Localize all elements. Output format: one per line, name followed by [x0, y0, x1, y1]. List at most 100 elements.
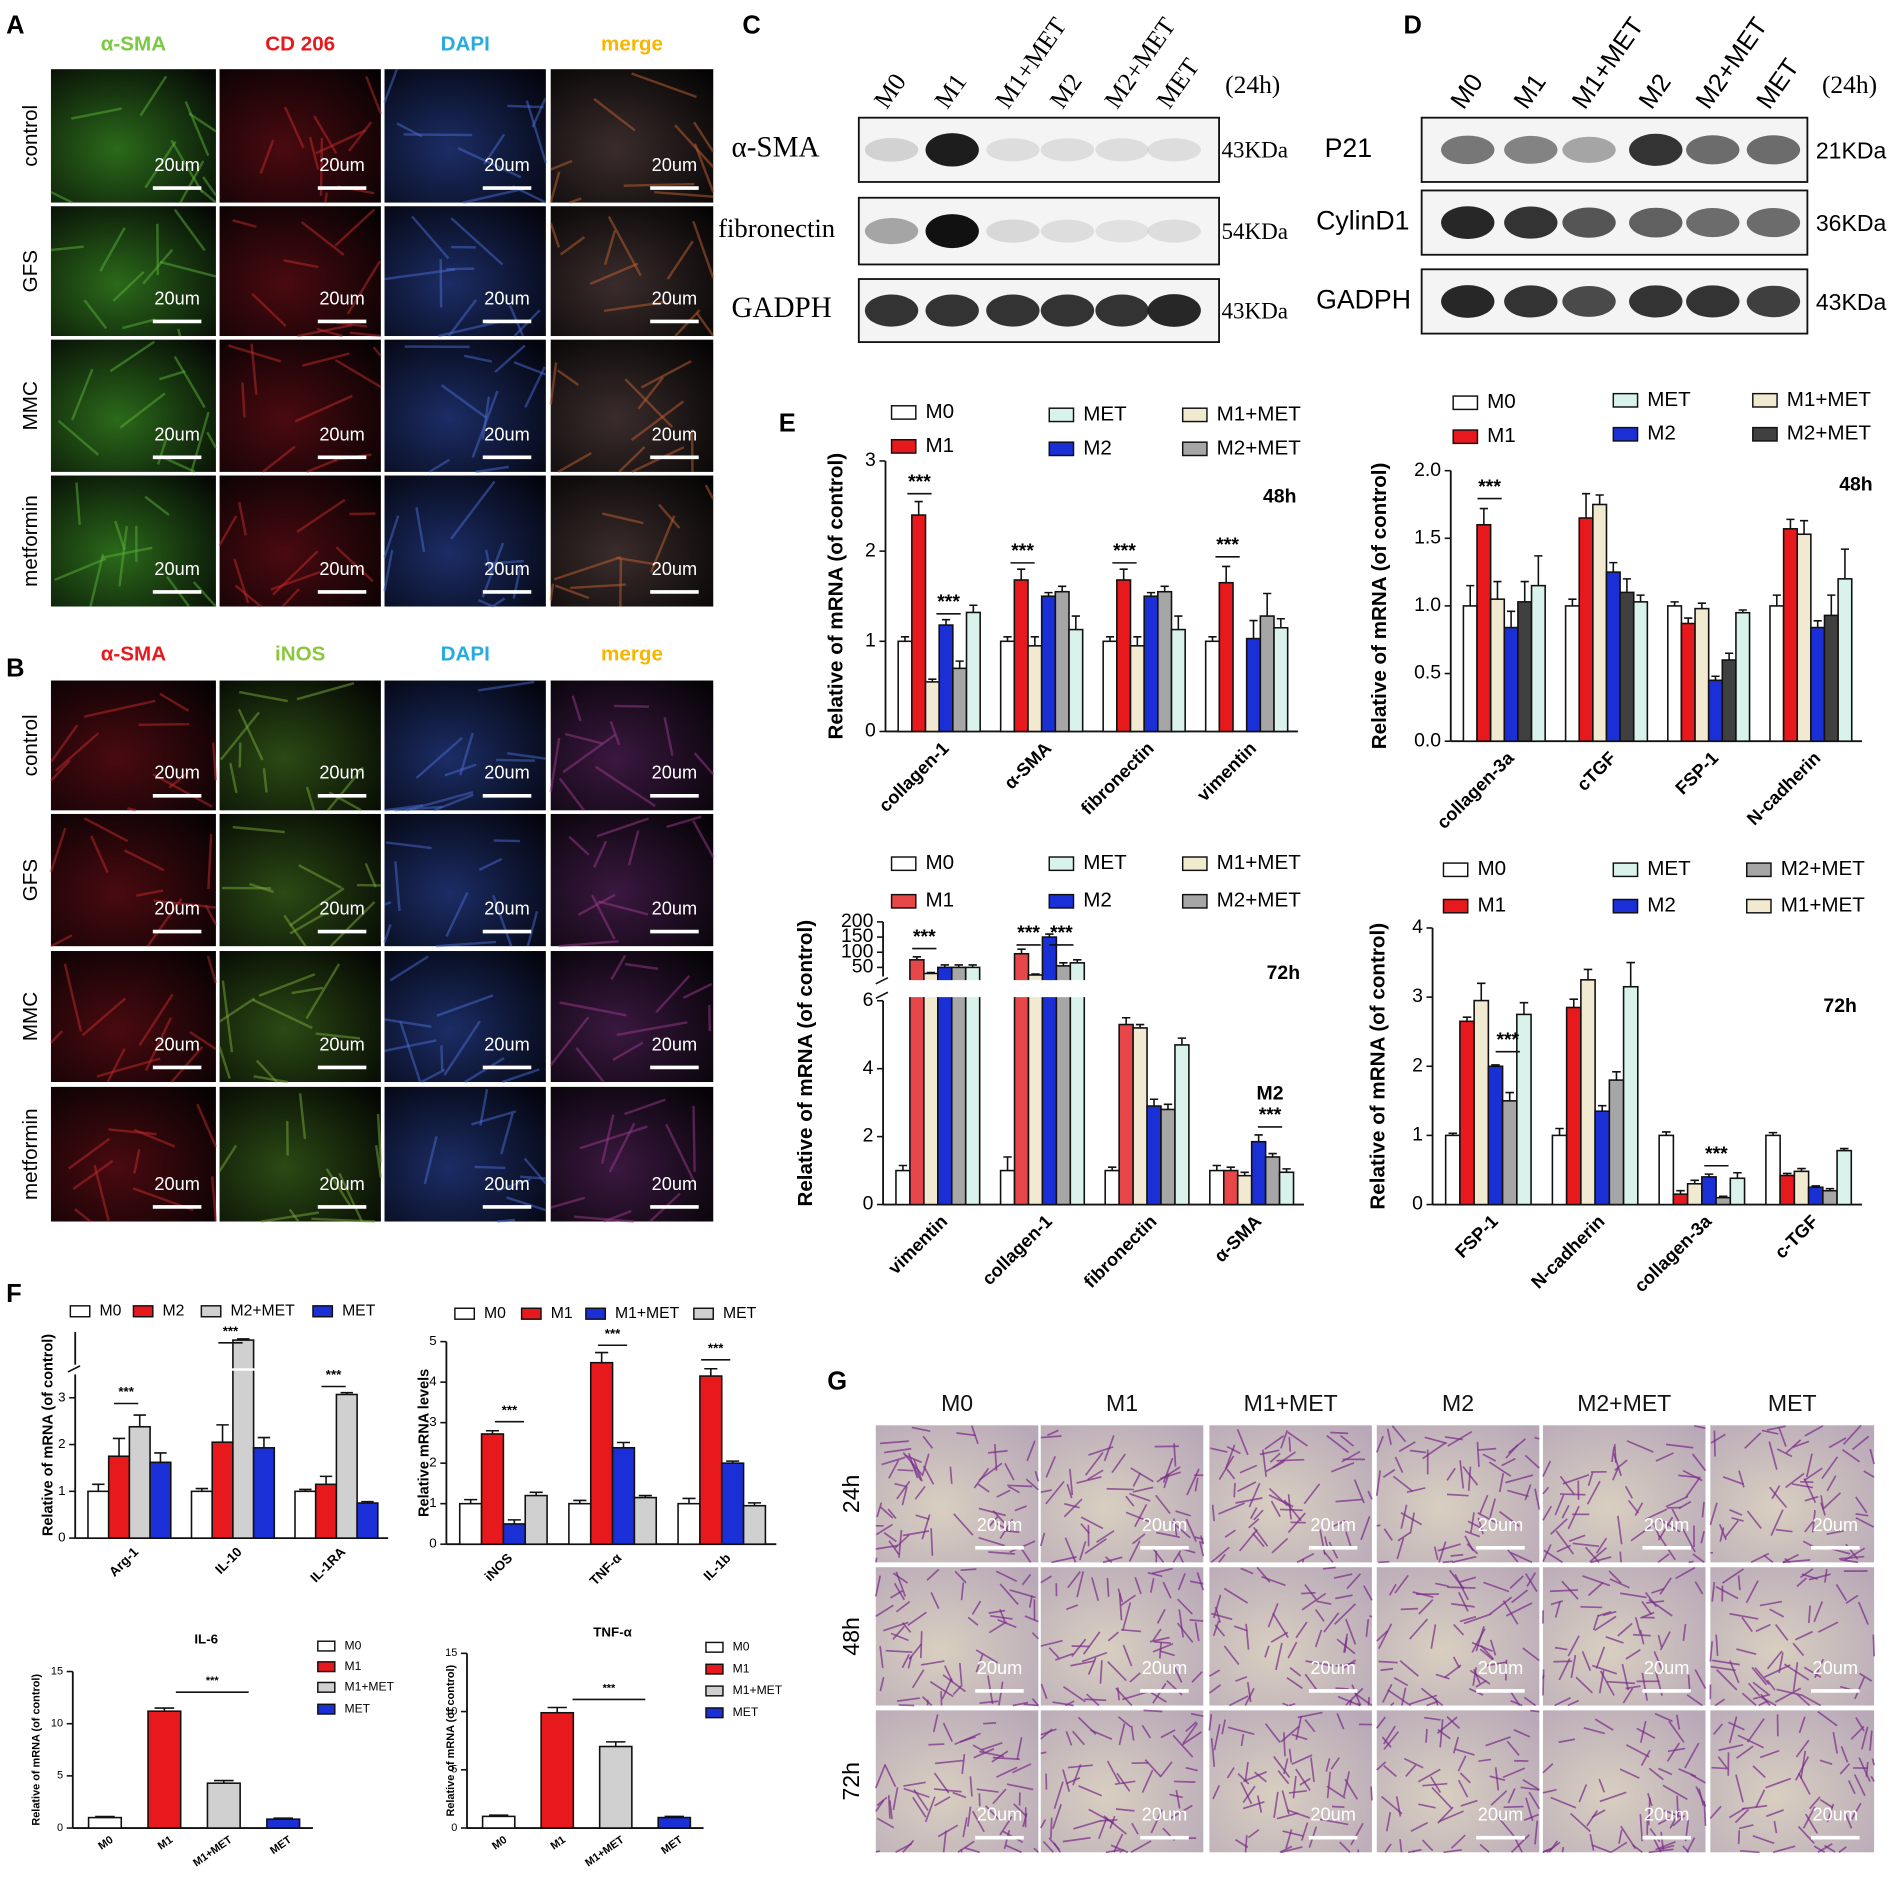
- texture: [1804, 1495, 1819, 1502]
- texture: [591, 894, 616, 940]
- texture: [483, 133, 506, 165]
- texture: [1471, 1641, 1493, 1652]
- texture: [952, 1791, 967, 1799]
- texture: [1572, 1542, 1600, 1548]
- texture: [218, 515, 238, 547]
- texture: [1485, 1736, 1511, 1747]
- y-tick-label: 0: [863, 1193, 874, 1215]
- texture: [1039, 1532, 1046, 1547]
- blot-band: [1746, 135, 1801, 165]
- texture: [895, 1571, 907, 1597]
- texture: [1084, 1698, 1107, 1702]
- texture: [1409, 1694, 1438, 1705]
- texture: [575, 1047, 605, 1083]
- texture: [942, 1830, 947, 1853]
- error-bar: [1733, 1171, 1742, 1179]
- texture: [1570, 1654, 1577, 1679]
- texture: [471, 1110, 517, 1126]
- error-bar: [485, 1429, 500, 1434]
- texture: [83, 299, 108, 330]
- texture: [981, 1741, 1003, 1751]
- texture: [1612, 1467, 1620, 1481]
- texture: [139, 75, 168, 117]
- texture: [164, 457, 196, 473]
- texture: [666, 815, 702, 829]
- error-bar: [1462, 1016, 1472, 1022]
- texture: [1118, 1723, 1126, 1746]
- bar: [1503, 626, 1519, 742]
- texture: [1473, 1668, 1481, 1684]
- bar: [1157, 590, 1173, 733]
- texture: [1240, 1781, 1253, 1805]
- micrograph: 20um: [383, 68, 548, 204]
- texture: [914, 1485, 926, 1500]
- micrograph: 20um: [1542, 1566, 1707, 1707]
- texture: [901, 1486, 908, 1506]
- texture: [1722, 1476, 1744, 1486]
- texture: [1436, 1716, 1458, 1734]
- texture: [880, 1440, 909, 1445]
- texture: [394, 805, 443, 812]
- texture: [953, 1513, 974, 1536]
- texture: [1641, 1600, 1653, 1616]
- texture: [1110, 1844, 1129, 1854]
- texture: [1598, 1778, 1606, 1793]
- texture: [1055, 1652, 1074, 1661]
- row-label: metformin: [19, 495, 42, 587]
- texture: [1330, 1757, 1340, 1770]
- texture: [1498, 1473, 1505, 1493]
- texture: [1435, 1582, 1449, 1588]
- legend-label: M0: [926, 851, 955, 874]
- texture: [1087, 1469, 1104, 1481]
- texture: [1152, 1642, 1174, 1653]
- column-header: DAPI: [441, 32, 490, 55]
- texture: [270, 570, 321, 591]
- texture: [1040, 1751, 1047, 1755]
- texture: [1778, 1426, 1787, 1447]
- texture: [1524, 1454, 1540, 1469]
- y-tick-label: 1: [1412, 1124, 1423, 1146]
- texture: [964, 1846, 980, 1854]
- texture: [885, 1649, 913, 1654]
- texture: [1026, 1440, 1036, 1462]
- panel-letter: D: [1403, 11, 1421, 39]
- texture: [1526, 1572, 1537, 1587]
- texture: [1797, 1825, 1815, 1845]
- texture: [1729, 1612, 1759, 1620]
- texture: [595, 765, 656, 808]
- texture: [1239, 1464, 1258, 1474]
- texture: [1341, 1450, 1361, 1463]
- texture: [1549, 1589, 1578, 1593]
- texture: [1331, 1805, 1345, 1809]
- texture: [1096, 1530, 1115, 1543]
- bar: [895, 1169, 911, 1206]
- texture: [695, 312, 715, 337]
- texture: [289, 911, 329, 935]
- legend-swatch: [1612, 862, 1639, 878]
- legend-label: MET: [1647, 857, 1691, 880]
- texture: [1792, 1440, 1810, 1449]
- texture: [1063, 1498, 1083, 1518]
- column-header: M1+MET: [1244, 1390, 1338, 1416]
- texture: [693, 121, 715, 153]
- texture: [384, 1018, 432, 1028]
- texture: [1418, 1768, 1441, 1783]
- texture: [1072, 1764, 1082, 1786]
- texture: [1559, 1475, 1575, 1495]
- texture: [1185, 1766, 1198, 1772]
- texture: [985, 1805, 1000, 1821]
- texture: [875, 1523, 894, 1536]
- x-tick-label: c-TGF: [1771, 1211, 1822, 1262]
- texture: [693, 143, 715, 193]
- bar: [1160, 1108, 1176, 1206]
- annotation: ***: [326, 1367, 342, 1382]
- texture: [138, 993, 174, 1046]
- texture: [1504, 1659, 1508, 1681]
- error-bar: [1609, 561, 1618, 573]
- texture: [932, 1714, 939, 1733]
- micrograph-image: [1040, 1425, 1204, 1563]
- texture: [296, 682, 355, 701]
- row-label: metformin: [19, 1108, 42, 1200]
- texture: [1336, 1638, 1356, 1655]
- texture: [1665, 1443, 1694, 1449]
